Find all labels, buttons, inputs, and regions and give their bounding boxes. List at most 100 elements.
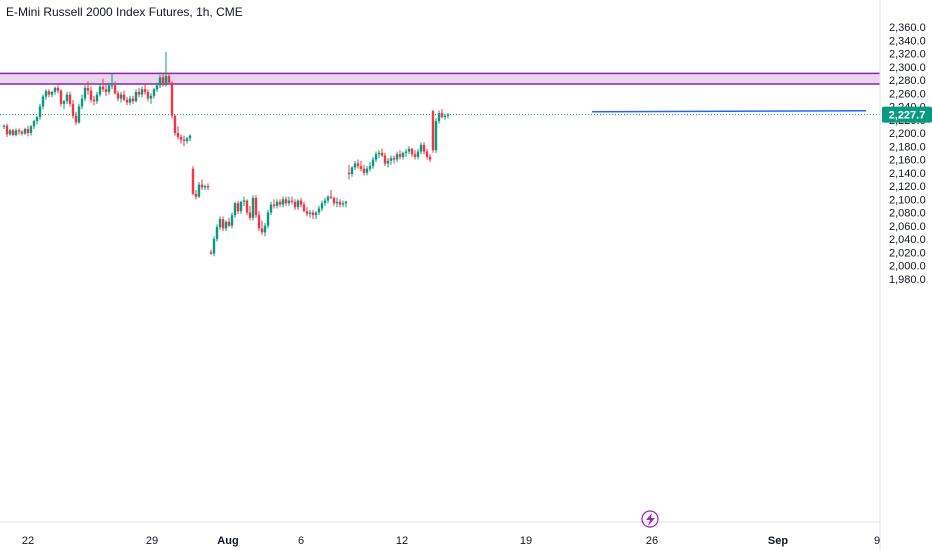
candle (95, 91, 99, 104)
candle (197, 182, 201, 198)
candle (320, 200, 324, 212)
candle (299, 197, 303, 208)
candle-body (446, 114, 450, 116)
candle (275, 199, 279, 209)
candle (401, 151, 405, 160)
candle (356, 159, 360, 169)
candle-body (380, 152, 384, 156)
price-tick-label: 2,060.0 (889, 221, 926, 233)
candle-body (29, 126, 33, 133)
candle (281, 196, 285, 208)
candle (245, 199, 249, 216)
candle (11, 129, 15, 137)
supply-zone[interactable] (0, 72, 880, 85)
candle (185, 136, 189, 144)
candle (227, 217, 231, 228)
candle-body (11, 130, 15, 135)
candle (182, 135, 186, 147)
candle (167, 73, 171, 84)
candle-body (149, 95, 153, 99)
candle-body (257, 215, 261, 229)
candle-body (308, 212, 312, 214)
candle (326, 195, 330, 204)
candle-body (86, 87, 90, 91)
price-tick-label: 2,340.0 (889, 35, 926, 47)
time-tick-label: 22 (22, 535, 34, 547)
candle-body (407, 148, 411, 152)
price-tick-label: 2,260.0 (889, 88, 926, 100)
candle (233, 201, 237, 218)
candle (152, 87, 156, 99)
last-price-label: 2,227.7 (882, 106, 932, 123)
candle-body (305, 211, 309, 214)
candle (362, 164, 366, 176)
candle-body (188, 135, 192, 139)
candle-body (125, 99, 129, 103)
candle (32, 119, 36, 130)
candle (203, 184, 207, 190)
candle-body (83, 87, 87, 99)
candle-body (356, 163, 360, 167)
candle (188, 134, 192, 141)
candle-body (254, 197, 258, 216)
candle-body (80, 98, 84, 107)
candle (413, 150, 417, 160)
last-price-value: 2,227.7 (889, 110, 926, 122)
candle (116, 90, 120, 102)
price-tick-label: 2,040.0 (889, 234, 926, 246)
candle (134, 89, 138, 103)
candle-body (368, 166, 372, 169)
candle (338, 199, 342, 208)
candle-body (245, 200, 249, 213)
candle (317, 205, 321, 216)
candle (278, 199, 282, 208)
event-marker[interactable] (641, 510, 659, 528)
candle-body (26, 129, 30, 133)
time-tick-label: 29 (146, 535, 158, 547)
candle-body (425, 151, 429, 157)
candle-body (53, 87, 57, 92)
candle-body (398, 154, 402, 157)
candle (98, 83, 102, 97)
candle (107, 82, 111, 95)
candle-body (422, 144, 426, 152)
candle-body (173, 115, 177, 133)
candle (179, 134, 183, 144)
candle-body (113, 85, 117, 94)
candle (2, 124, 6, 130)
candle (5, 123, 9, 137)
candle (263, 223, 267, 237)
time-tick-label: 12 (396, 535, 408, 547)
candle (422, 142, 426, 155)
candle (194, 189, 198, 200)
candle-body (62, 101, 66, 104)
candle-body (146, 91, 150, 99)
chart-title: E-Mini Russell 2000 Index Futures, 1h, C… (6, 5, 243, 19)
price-axis[interactable]: 1,980.02,000.0 2,020.02,040.02,060.02,080… (889, 22, 926, 286)
candle (269, 201, 273, 216)
candle (65, 91, 69, 104)
candle-body (134, 91, 138, 102)
candle-body (299, 200, 303, 205)
candle (425, 148, 429, 160)
candle (311, 209, 315, 220)
candle-body (374, 154, 378, 160)
candle-body (8, 130, 12, 135)
candle-body (290, 200, 294, 202)
candle-body (74, 115, 78, 123)
candle-body (239, 201, 243, 212)
time-axis[interactable]: 22 29 Aug 6 12 19 26 Sep 9 (22, 535, 880, 547)
candle-body (56, 87, 60, 91)
candle-body (332, 197, 336, 204)
candle (230, 212, 234, 229)
candle (47, 89, 51, 98)
candle-body (323, 200, 327, 204)
candle-body (206, 186, 210, 188)
horizontal-ray[interactable] (591, 110, 867, 113)
candle-body (317, 208, 321, 213)
candle (26, 125, 30, 137)
candle (218, 216, 222, 230)
time-tick-label: Aug (217, 535, 238, 547)
candle-body (362, 168, 366, 173)
